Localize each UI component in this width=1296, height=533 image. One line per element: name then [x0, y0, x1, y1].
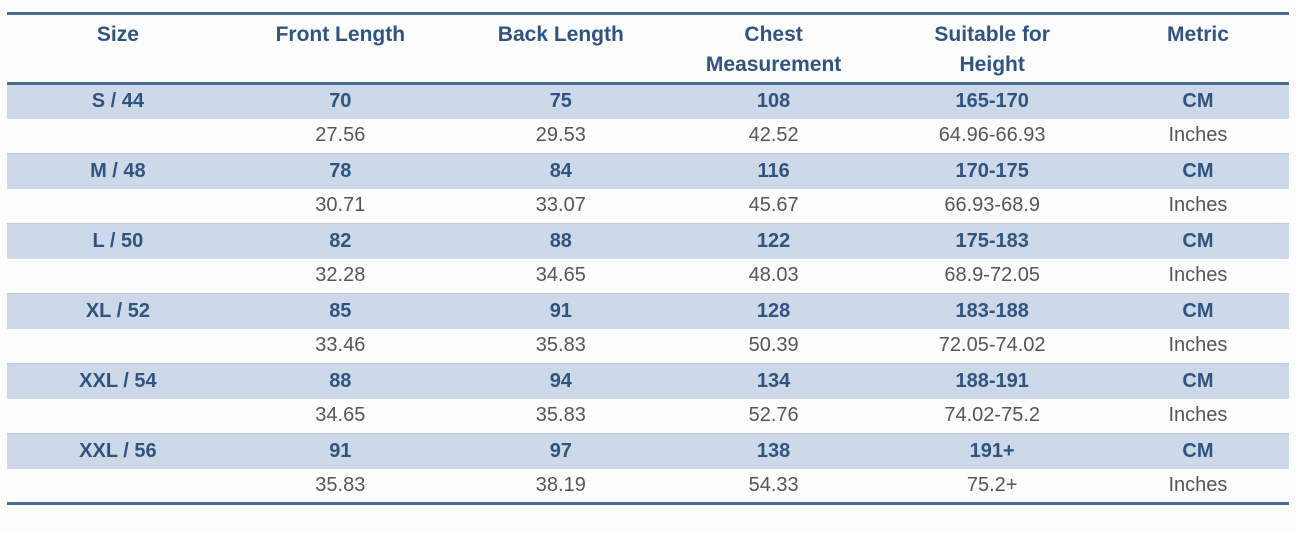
- cell-size: [7, 469, 229, 504]
- cell-metric: Inches: [1168, 404, 1228, 427]
- cell-metric: Inches: [1168, 334, 1228, 357]
- cell-height: 64.96-66.93: [938, 124, 1046, 147]
- cell-front-length: 78: [228, 153, 452, 189]
- column-header-front-length: Front Length: [228, 13, 452, 85]
- column-header-label: Suitable for Height: [934, 23, 1050, 77]
- cell-height: 72.05-74.02: [938, 334, 1046, 357]
- cell-front-length: 70: [228, 83, 452, 119]
- cell-back-length: 33.07: [535, 194, 586, 217]
- cell-front-length: 27.56: [315, 124, 366, 147]
- table-row: XXL / 54 88 94 134 188-191 CM: [7, 363, 1289, 399]
- cell-back-length: 94: [451, 363, 670, 399]
- cell-size: [7, 399, 229, 434]
- cell-height: 165-170: [877, 83, 1107, 119]
- cell-metric: CM: [1106, 223, 1289, 259]
- cell-chest: 52.76: [748, 404, 799, 427]
- cell-height: 74.02-75.2: [944, 404, 1040, 427]
- table-row: XL / 52 85 91 128 183-188 CM: [7, 293, 1289, 329]
- table-row: S / 44 70 75 108 165-170 CM: [7, 83, 1289, 119]
- cell-chest: 45.67: [748, 194, 799, 217]
- column-header-back-length: Back Length: [451, 13, 670, 85]
- cell-size: L / 50: [7, 223, 229, 259]
- cell-back-length: 35.83: [535, 334, 586, 357]
- cell-chest: 134: [669, 363, 878, 399]
- cell-size: S / 44: [7, 83, 229, 119]
- cell-size: [7, 119, 229, 154]
- table-row: 32.28 34.65 48.03 68.9-72.05 Inches: [7, 259, 1289, 294]
- table-row: 30.71 33.07 45.67 66.93-68.9 Inches: [7, 189, 1289, 224]
- cell-size: [7, 189, 229, 224]
- column-header-chest-measurement: Chest Measurement: [669, 13, 878, 85]
- cell-chest: 50.39: [748, 334, 799, 357]
- column-header-label: Back Length: [497, 23, 624, 46]
- cell-chest: 42.52: [748, 124, 799, 147]
- cell-height: 191+: [877, 433, 1107, 469]
- cell-front-length: 82: [228, 223, 452, 259]
- cell-chest: 48.03: [748, 264, 799, 287]
- cell-metric: Inches: [1168, 124, 1228, 147]
- cell-back-length: 97: [451, 433, 670, 469]
- cell-front-length: 32.28: [315, 264, 366, 287]
- cell-metric: Inches: [1168, 264, 1228, 287]
- cell-size: M / 48: [7, 153, 229, 189]
- cell-front-length: 34.65: [315, 404, 366, 427]
- table-row: 35.83 38.19 54.33 75.2+ Inches: [7, 469, 1289, 504]
- column-header-suitable-height: Suitable for Height: [877, 13, 1107, 85]
- cell-front-length: 88: [228, 363, 452, 399]
- cell-chest: 122: [669, 223, 878, 259]
- table-row: 27.56 29.53 42.52 64.96-66.93 Inches: [7, 119, 1289, 154]
- cell-front-length: 91: [228, 433, 452, 469]
- cell-back-length: 35.83: [535, 404, 586, 427]
- cell-metric: CM: [1106, 363, 1289, 399]
- cell-size: XL / 52: [7, 293, 229, 329]
- cell-front-length: 30.71: [315, 194, 366, 217]
- cell-metric: CM: [1106, 433, 1289, 469]
- cell-size: XXL / 56: [7, 433, 229, 469]
- cell-height: 175-183: [877, 223, 1107, 259]
- column-header-metric: Metric: [1106, 13, 1289, 85]
- header-row: Size Front Length Back Length Chest Meas…: [7, 13, 1289, 85]
- column-header-label: Chest Measurement: [705, 23, 842, 77]
- cell-back-length: 34.65: [535, 264, 586, 287]
- cell-height: 183-188: [877, 293, 1107, 329]
- table-row: 33.46 35.83 50.39 72.05-74.02 Inches: [7, 329, 1289, 364]
- cell-back-length: 91: [451, 293, 670, 329]
- cell-height: 66.93-68.9: [944, 194, 1040, 217]
- size-chart-table: Size Front Length Back Length Chest Meas…: [7, 12, 1289, 505]
- cell-height: 75.2+: [966, 473, 1018, 496]
- cell-height: 68.9-72.05: [944, 264, 1040, 287]
- cell-back-length: 84: [451, 153, 670, 189]
- cell-back-length: 29.53: [535, 124, 586, 147]
- table-row: M / 48 78 84 116 170-175 CM: [7, 153, 1289, 189]
- cell-metric: CM: [1106, 153, 1289, 189]
- cell-back-length: 75: [451, 83, 670, 119]
- cell-size: XXL / 54: [7, 363, 229, 399]
- column-header-label: Size: [96, 23, 139, 46]
- size-chart-container: Size Front Length Back Length Chest Meas…: [7, 12, 1289, 505]
- cell-back-length: 38.19: [535, 473, 586, 496]
- cell-metric: CM: [1106, 83, 1289, 119]
- table-row: 34.65 35.83 52.76 74.02-75.2 Inches: [7, 399, 1289, 434]
- cell-size: [7, 259, 229, 294]
- column-header-label: Metric: [1167, 23, 1229, 46]
- cell-chest: 116: [669, 153, 878, 189]
- cell-chest: 54.33: [748, 473, 799, 496]
- cell-size: [7, 329, 229, 364]
- cell-height: 170-175: [877, 153, 1107, 189]
- cell-front-length: 35.83: [315, 473, 366, 496]
- cell-front-length: 85: [228, 293, 452, 329]
- cell-metric: Inches: [1168, 194, 1228, 217]
- cell-chest: 108: [669, 83, 878, 119]
- cell-back-length: 88: [451, 223, 670, 259]
- cell-front-length: 33.46: [315, 334, 366, 357]
- cell-metric: Inches: [1168, 473, 1228, 496]
- cell-height: 188-191: [877, 363, 1107, 399]
- cell-chest: 138: [669, 433, 878, 469]
- table-row: L / 50 82 88 122 175-183 CM: [7, 223, 1289, 259]
- column-header-size: Size: [7, 13, 229, 85]
- cell-chest: 128: [669, 293, 878, 329]
- cell-metric: CM: [1106, 293, 1289, 329]
- column-header-label: Front Length: [275, 23, 406, 46]
- table-row: XXL / 56 91 97 138 191+ CM: [7, 433, 1289, 469]
